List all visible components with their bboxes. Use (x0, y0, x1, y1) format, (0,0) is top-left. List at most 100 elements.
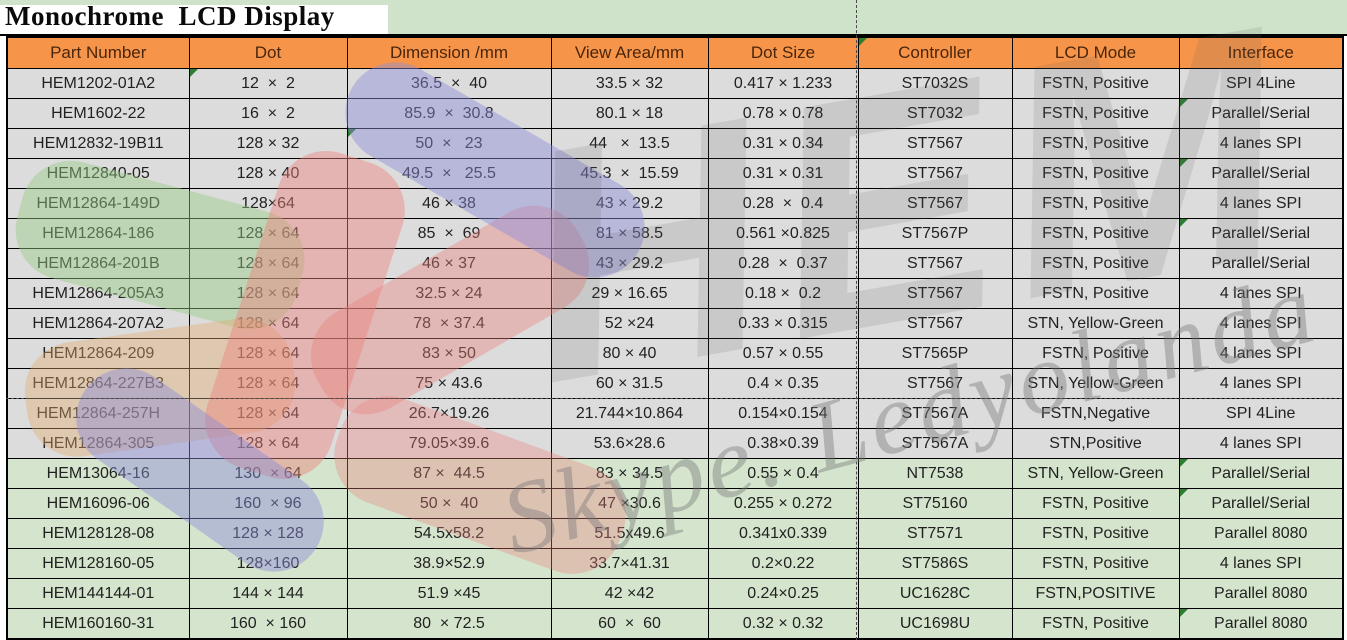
cell-r19-c7[interactable]: FSTN, Positive (1011, 608, 1180, 640)
cell-r15-c2[interactable]: 160 × 96 (188, 488, 348, 519)
cell-r13-c3[interactable]: 79.05×39.6 (346, 428, 552, 459)
column-header-dimension-mm[interactable]: Dimension /mm (346, 36, 552, 69)
cell-r17-c5[interactable]: 0.2×0.22 (707, 548, 859, 579)
cell-r1-c3[interactable]: 36.5 × 40 (346, 68, 552, 99)
cell-r10-c7[interactable]: FSTN, Positive (1011, 338, 1180, 369)
cell-r14-c2[interactable]: 130 × 64 (188, 458, 348, 489)
cell-r15-c6[interactable]: ST75160 (857, 488, 1013, 519)
cell-r11-c5[interactable]: 0.4 × 0.35 (707, 368, 859, 399)
cell-r16-c7[interactable]: FSTN, Positive (1011, 518, 1180, 549)
cell-r4-c3[interactable]: 49.5 × 25.5 (346, 158, 552, 189)
cell-r10-c5[interactable]: 0.57 × 0.55 (707, 338, 859, 369)
cell-r5-c3[interactable]: 46 × 38 (346, 188, 552, 219)
cell-r11-c6[interactable]: ST7567 (857, 368, 1013, 399)
cell-r6-c2[interactable]: 128 × 64 (188, 218, 348, 249)
cell-r3-c5[interactable]: 0.31 × 0.34 (707, 128, 859, 159)
cell-r9-c2[interactable]: 128 × 64 (188, 308, 348, 339)
cell-r8-c7[interactable]: FSTN, Positive (1011, 278, 1180, 309)
cell-r2-c4[interactable]: 80.1 × 18 (550, 98, 709, 129)
cell-r1-c5[interactable]: 0.417 × 1.233 (707, 68, 859, 99)
column-header-dot-size[interactable]: Dot Size (707, 36, 859, 69)
cell-r8-c1[interactable]: HEM12864-205A3 (6, 278, 190, 309)
cell-r2-c1[interactable]: HEM1602-22 (6, 98, 190, 129)
cell-r19-c1[interactable]: HEM160160-31 (6, 608, 190, 640)
column-header-dot[interactable]: Dot (188, 36, 348, 69)
cell-r16-c1[interactable]: HEM128128-08 (6, 518, 190, 549)
cell-r16-c2[interactable]: 128 × 128 (188, 518, 348, 549)
cell-r19-c8[interactable]: Parallel 8080 (1178, 608, 1344, 640)
cell-r15-c4[interactable]: 47 ×30.6 (550, 488, 709, 519)
cell-r8-c2[interactable]: 128 × 64 (188, 278, 348, 309)
cell-r15-c5[interactable]: 0.255 × 0.272 (707, 488, 859, 519)
cell-r16-c4[interactable]: 51.5x49.6 (550, 518, 709, 549)
cell-r18-c2[interactable]: 144 × 144 (188, 578, 348, 609)
cell-r7-c8[interactable]: Parallel/Serial (1178, 248, 1344, 279)
cell-r12-c3[interactable]: 26.7×19.26 (346, 398, 552, 429)
cell-r5-c4[interactable]: 43 × 29.2 (550, 188, 709, 219)
cell-r19-c3[interactable]: 80 × 72.5 (346, 608, 552, 640)
cell-r19-c5[interactable]: 0.32 × 0.32 (707, 608, 859, 640)
cell-r14-c4[interactable]: 83 × 34.5 (550, 458, 709, 489)
cell-r17-c7[interactable]: FSTN, Positive (1011, 548, 1180, 579)
cell-r14-c8[interactable]: Parallel/Serial (1178, 458, 1344, 489)
cell-r14-c7[interactable]: STN, Yellow-Green (1011, 458, 1180, 489)
cell-r18-c7[interactable]: FSTN,POSITIVE (1011, 578, 1180, 609)
cell-r13-c5[interactable]: 0.38×0.39 (707, 428, 859, 459)
column-header-view-area-mm[interactable]: View Area/mm (550, 36, 709, 69)
cell-r1-c7[interactable]: FSTN, Positive (1011, 68, 1180, 99)
cell-r18-c3[interactable]: 51.9 ×45 (346, 578, 552, 609)
cell-r17-c2[interactable]: 128×160 (188, 548, 348, 579)
cell-r4-c5[interactable]: 0.31 × 0.31 (707, 158, 859, 189)
cell-r3-c1[interactable]: HEM12832-19B11 (6, 128, 190, 159)
cell-r12-c7[interactable]: FSTN,Negative (1011, 398, 1180, 429)
cell-r11-c4[interactable]: 60 × 31.5 (550, 368, 709, 399)
cell-r11-c3[interactable]: 75 × 43.6 (346, 368, 552, 399)
cell-r9-c8[interactable]: 4 lanes SPI (1178, 308, 1344, 339)
cell-r9-c4[interactable]: 52 ×24 (550, 308, 709, 339)
cell-r15-c3[interactable]: 50 × 40 (346, 488, 552, 519)
cell-r15-c7[interactable]: FSTN, Positive (1011, 488, 1180, 519)
cell-r5-c5[interactable]: 0.28 × 0.4 (707, 188, 859, 219)
column-header-controller[interactable]: Controller (857, 36, 1013, 69)
cell-r10-c8[interactable]: 4 lanes SPI (1178, 338, 1344, 369)
cell-r8-c3[interactable]: 32.5 × 24 (346, 278, 552, 309)
cell-r2-c3[interactable]: 85.9 × 30.8 (346, 98, 552, 129)
cell-r11-c2[interactable]: 128 × 64 (188, 368, 348, 399)
cell-r13-c6[interactable]: ST7567A (857, 428, 1013, 459)
cell-r15-c1[interactable]: HEM16096-06 (6, 488, 190, 519)
cell-r7-c3[interactable]: 46 × 37 (346, 248, 552, 279)
cell-r8-c4[interactable]: 29 × 16.65 (550, 278, 709, 309)
cell-r18-c5[interactable]: 0.24×0.25 (707, 578, 859, 609)
cell-r6-c6[interactable]: ST7567P (857, 218, 1013, 249)
cell-r14-c3[interactable]: 87 × 44.5 (346, 458, 552, 489)
cell-r10-c3[interactable]: 83 × 50 (346, 338, 552, 369)
cell-r19-c4[interactable]: 60 × 60 (550, 608, 709, 640)
cell-r12-c2[interactable]: 128 × 64 (188, 398, 348, 429)
cell-r7-c7[interactable]: FSTN, Positive (1011, 248, 1180, 279)
cell-r6-c8[interactable]: Parallel/Serial (1178, 218, 1344, 249)
cell-r16-c3[interactable]: 54.5x58.2 (346, 518, 552, 549)
cell-r13-c8[interactable]: 4 lanes SPI (1178, 428, 1344, 459)
column-header-interface[interactable]: Interface (1178, 36, 1344, 69)
cell-r4-c6[interactable]: ST7567 (857, 158, 1013, 189)
cell-r12-c8[interactable]: SPI 4Line (1178, 398, 1344, 429)
cell-r7-c2[interactable]: 128 × 64 (188, 248, 348, 279)
cell-r9-c6[interactable]: ST7567 (857, 308, 1013, 339)
cell-r9-c3[interactable]: 78 × 37.4 (346, 308, 552, 339)
cell-r3-c3[interactable]: 50 × 23 (346, 128, 552, 159)
cell-r12-c5[interactable]: 0.154×0.154 (707, 398, 859, 429)
cell-r1-c2[interactable]: 12 × 2 (188, 68, 348, 99)
cell-r6-c5[interactable]: 0.561 ×0.825 (707, 218, 859, 249)
cell-r4-c8[interactable]: Parallel/Serial (1178, 158, 1344, 189)
cell-r3-c6[interactable]: ST7567 (857, 128, 1013, 159)
cell-r8-c5[interactable]: 0.18 × 0.2 (707, 278, 859, 309)
cell-r16-c8[interactable]: Parallel 8080 (1178, 518, 1344, 549)
cell-r14-c1[interactable]: HEM13064-16 (6, 458, 190, 489)
cell-r3-c2[interactable]: 128 × 32 (188, 128, 348, 159)
cell-r1-c8[interactable]: SPI 4Line (1178, 68, 1344, 99)
cell-r15-c8[interactable]: Parallel/Serial (1178, 488, 1344, 519)
cell-r6-c7[interactable]: FSTN, Positive (1011, 218, 1180, 249)
cell-r17-c1[interactable]: HEM128160-05 (6, 548, 190, 579)
cell-r11-c7[interactable]: STN, Yellow-Green (1011, 368, 1180, 399)
cell-r12-c4[interactable]: 21.744×10.864 (550, 398, 709, 429)
